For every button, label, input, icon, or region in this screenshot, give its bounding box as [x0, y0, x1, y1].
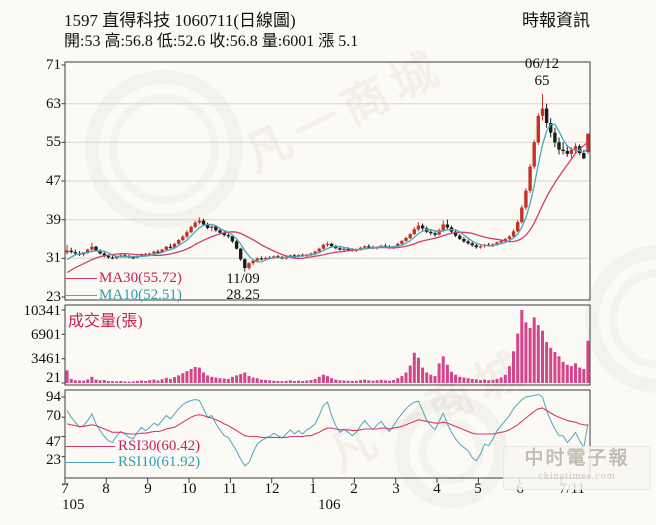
xaxis-month-tick: 2: [350, 481, 358, 497]
price-ytick: 63: [46, 96, 61, 112]
ma30-legend: MA30(55.72): [99, 270, 182, 286]
peak-price-annotation: 65: [534, 73, 550, 89]
page-title: 1597 直得科技 1060711(日線圖): [64, 11, 296, 30]
volume-panel-label: 成交量(張): [68, 313, 143, 330]
xaxis-month-tick: 8: [102, 481, 110, 497]
price-ytick: 47: [46, 173, 61, 189]
volume-ytick: 6901: [31, 327, 61, 343]
volume-ytick: 10341: [23, 303, 62, 319]
xaxis-month-tick: 10: [181, 481, 197, 497]
ohlc-summary: 開:53 高:56.8 低:52.6 收:56.8 量:6001 漲 5.1: [64, 33, 359, 50]
ma10-keyline: [65, 295, 97, 296]
xaxis-month-tick: 4: [433, 481, 441, 497]
rsi-ytick: 23: [46, 452, 61, 468]
price-ytick: 71: [46, 57, 61, 73]
rsi10-legend: RSI10(61.92): [118, 454, 201, 470]
low-date-annotation: 11/09: [226, 271, 260, 287]
site-watermark-text: 中时電子報: [524, 448, 630, 469]
rsi-ytick: 47: [46, 434, 61, 450]
ma30-keyline: [65, 278, 97, 279]
price-ytick: 23: [46, 289, 61, 305]
rsi10-keyline: [65, 462, 115, 463]
data-source-label: 時報資訊: [522, 11, 590, 30]
site-watermark: 中时電子報 chinatimes.com: [503, 446, 651, 490]
rsi30-keyline: [65, 446, 115, 447]
xaxis-month-tick: 1: [309, 481, 317, 497]
xaxis-month-tick: 3: [392, 481, 400, 497]
volume-ytick: 21: [46, 370, 61, 386]
xaxis-month-tick: 12: [264, 481, 280, 497]
price-ytick: 55: [46, 134, 61, 150]
xaxis-month-tick: 7: [61, 481, 69, 497]
low-price-annotation: 28.25: [226, 287, 260, 303]
xaxis-month-tick: 9: [144, 481, 152, 497]
price-ytick: 31: [46, 250, 61, 266]
xaxis-month-tick: 11: [222, 481, 238, 497]
rsi-ytick: 70: [46, 408, 61, 424]
xaxis-month-tick: 5: [474, 481, 482, 497]
volume-ytick: 3461: [31, 351, 61, 367]
rsi-ytick: 94: [46, 389, 61, 405]
peak-date-annotation: 06/12: [524, 56, 560, 72]
xaxis-year-tick: 105: [62, 497, 85, 513]
rsi30-legend: RSI30(60.42): [118, 438, 201, 454]
price-ytick: 39: [46, 212, 61, 228]
site-watermark-url: chinatimes.com: [538, 471, 616, 482]
ma10-legend: MA10(52.51): [99, 287, 182, 303]
xaxis-year-tick: 106: [318, 497, 341, 513]
